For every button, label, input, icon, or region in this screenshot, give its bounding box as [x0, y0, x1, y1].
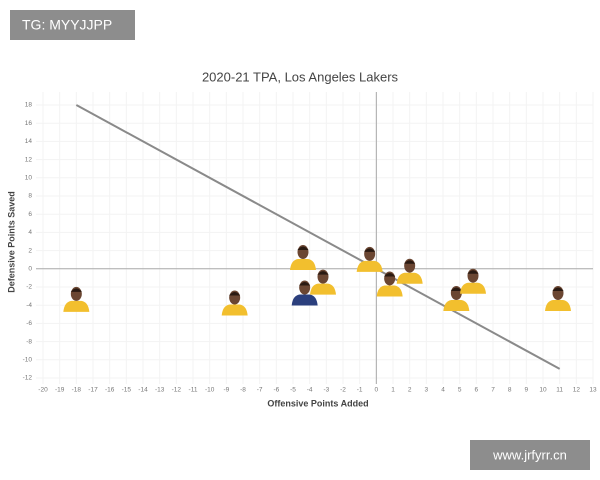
x-tick-label: -15 [122, 387, 132, 394]
y-tick-label: -2 [26, 284, 32, 291]
x-tick-label: -1 [357, 387, 363, 394]
watermark-box [10, 10, 135, 40]
y-tick-label: 14 [25, 138, 33, 145]
x-tick-label: -17 [88, 387, 98, 394]
watermark: www.jrfyrr.cn [492, 447, 567, 462]
player-point [545, 286, 571, 312]
x-tick-label: -18 [72, 387, 82, 394]
hair [552, 287, 564, 292]
x-tick-label: 11 [556, 387, 563, 394]
y-tick-label: 16 [25, 120, 33, 127]
x-tick-label: 4 [441, 387, 445, 394]
y-tick-label: 18 [25, 102, 33, 109]
x-tick-label: -16 [105, 387, 115, 394]
reference-line [75, 104, 561, 370]
x-tick-label: 12 [573, 387, 581, 394]
jersey [290, 259, 316, 271]
x-tick-label: 2 [408, 387, 412, 394]
y-tick-label: 2 [28, 247, 32, 254]
x-tick-label: -5 [290, 387, 296, 394]
x-tick-label: 13 [589, 387, 597, 394]
player-point [221, 290, 248, 316]
player-point [376, 271, 403, 297]
y-tick-label: -4 [26, 302, 32, 309]
jersey [291, 294, 318, 306]
x-tick-label: -12 [172, 387, 182, 394]
x-tick-label: 7 [491, 387, 495, 394]
x-tick-label: -8 [240, 387, 246, 394]
player-point [460, 268, 486, 294]
hair [404, 260, 416, 264]
player-point [443, 286, 470, 312]
x-tick-label: -10 [205, 387, 215, 394]
jersey [396, 272, 423, 284]
jersey [460, 282, 486, 294]
hair [299, 282, 311, 286]
hair [297, 246, 309, 251]
y-tick-label: -12 [23, 375, 33, 382]
hair [229, 292, 241, 296]
player-point [291, 280, 318, 306]
hair [70, 288, 82, 292]
x-tick-label: -3 [323, 387, 329, 394]
x-tick-label: 6 [475, 387, 479, 394]
player-point [290, 245, 316, 271]
jersey [221, 304, 248, 316]
player-point [310, 269, 336, 295]
watermark-box [470, 440, 590, 470]
y-tick-label: -6 [26, 320, 32, 327]
y-tick-label: 6 [28, 211, 32, 218]
y-tick-label: 0 [28, 266, 32, 273]
hair [317, 271, 329, 275]
y-tick-label: 10 [25, 175, 33, 182]
x-tick-label: 0 [375, 387, 379, 394]
x-tick-label: 3 [425, 387, 429, 394]
player-point [356, 246, 383, 272]
x-tick-label: 10 [539, 387, 547, 394]
x-tick-label: -20 [38, 387, 48, 394]
hair [450, 287, 462, 292]
x-tick-label: -6 [273, 387, 279, 394]
y-tick-label: -10 [23, 357, 33, 364]
jersey [443, 300, 470, 312]
jersey [376, 285, 403, 297]
player-point [396, 258, 423, 284]
x-tick-label: -11 [189, 387, 198, 394]
x-tick-label: 1 [391, 387, 395, 394]
hair [364, 248, 376, 252]
watermark: TG: MYYJJPP [22, 17, 112, 33]
x-tick-label: 9 [525, 387, 529, 394]
y-tick-label: 8 [28, 193, 32, 200]
x-tick-label: 5 [458, 387, 462, 394]
x-tick-label: -2 [340, 387, 346, 394]
hair [384, 272, 396, 277]
x-tick-label: -4 [307, 387, 313, 394]
chart-title: 2020-21 TPA, Los Angeles Lakers [202, 69, 399, 84]
jersey [356, 260, 383, 272]
x-tick-label: -19 [55, 387, 65, 394]
y-tick-label: 4 [28, 229, 32, 236]
x-tick-label: 8 [508, 387, 512, 394]
x-tick-label: -14 [138, 387, 148, 394]
hair [467, 270, 479, 274]
x-axis-label: Offensive Points Added [267, 398, 368, 408]
jersey [310, 283, 336, 295]
y-tick-label: -8 [26, 338, 32, 345]
x-tick-label: -7 [257, 387, 263, 394]
jersey [63, 300, 90, 312]
y-axis-label: Defensive Points Saved [6, 191, 16, 293]
y-tick-label: 12 [25, 156, 33, 163]
x-tick-label: -9 [223, 387, 229, 394]
jersey [545, 300, 571, 312]
player-point [63, 286, 90, 312]
x-tick-label: -13 [155, 387, 165, 394]
